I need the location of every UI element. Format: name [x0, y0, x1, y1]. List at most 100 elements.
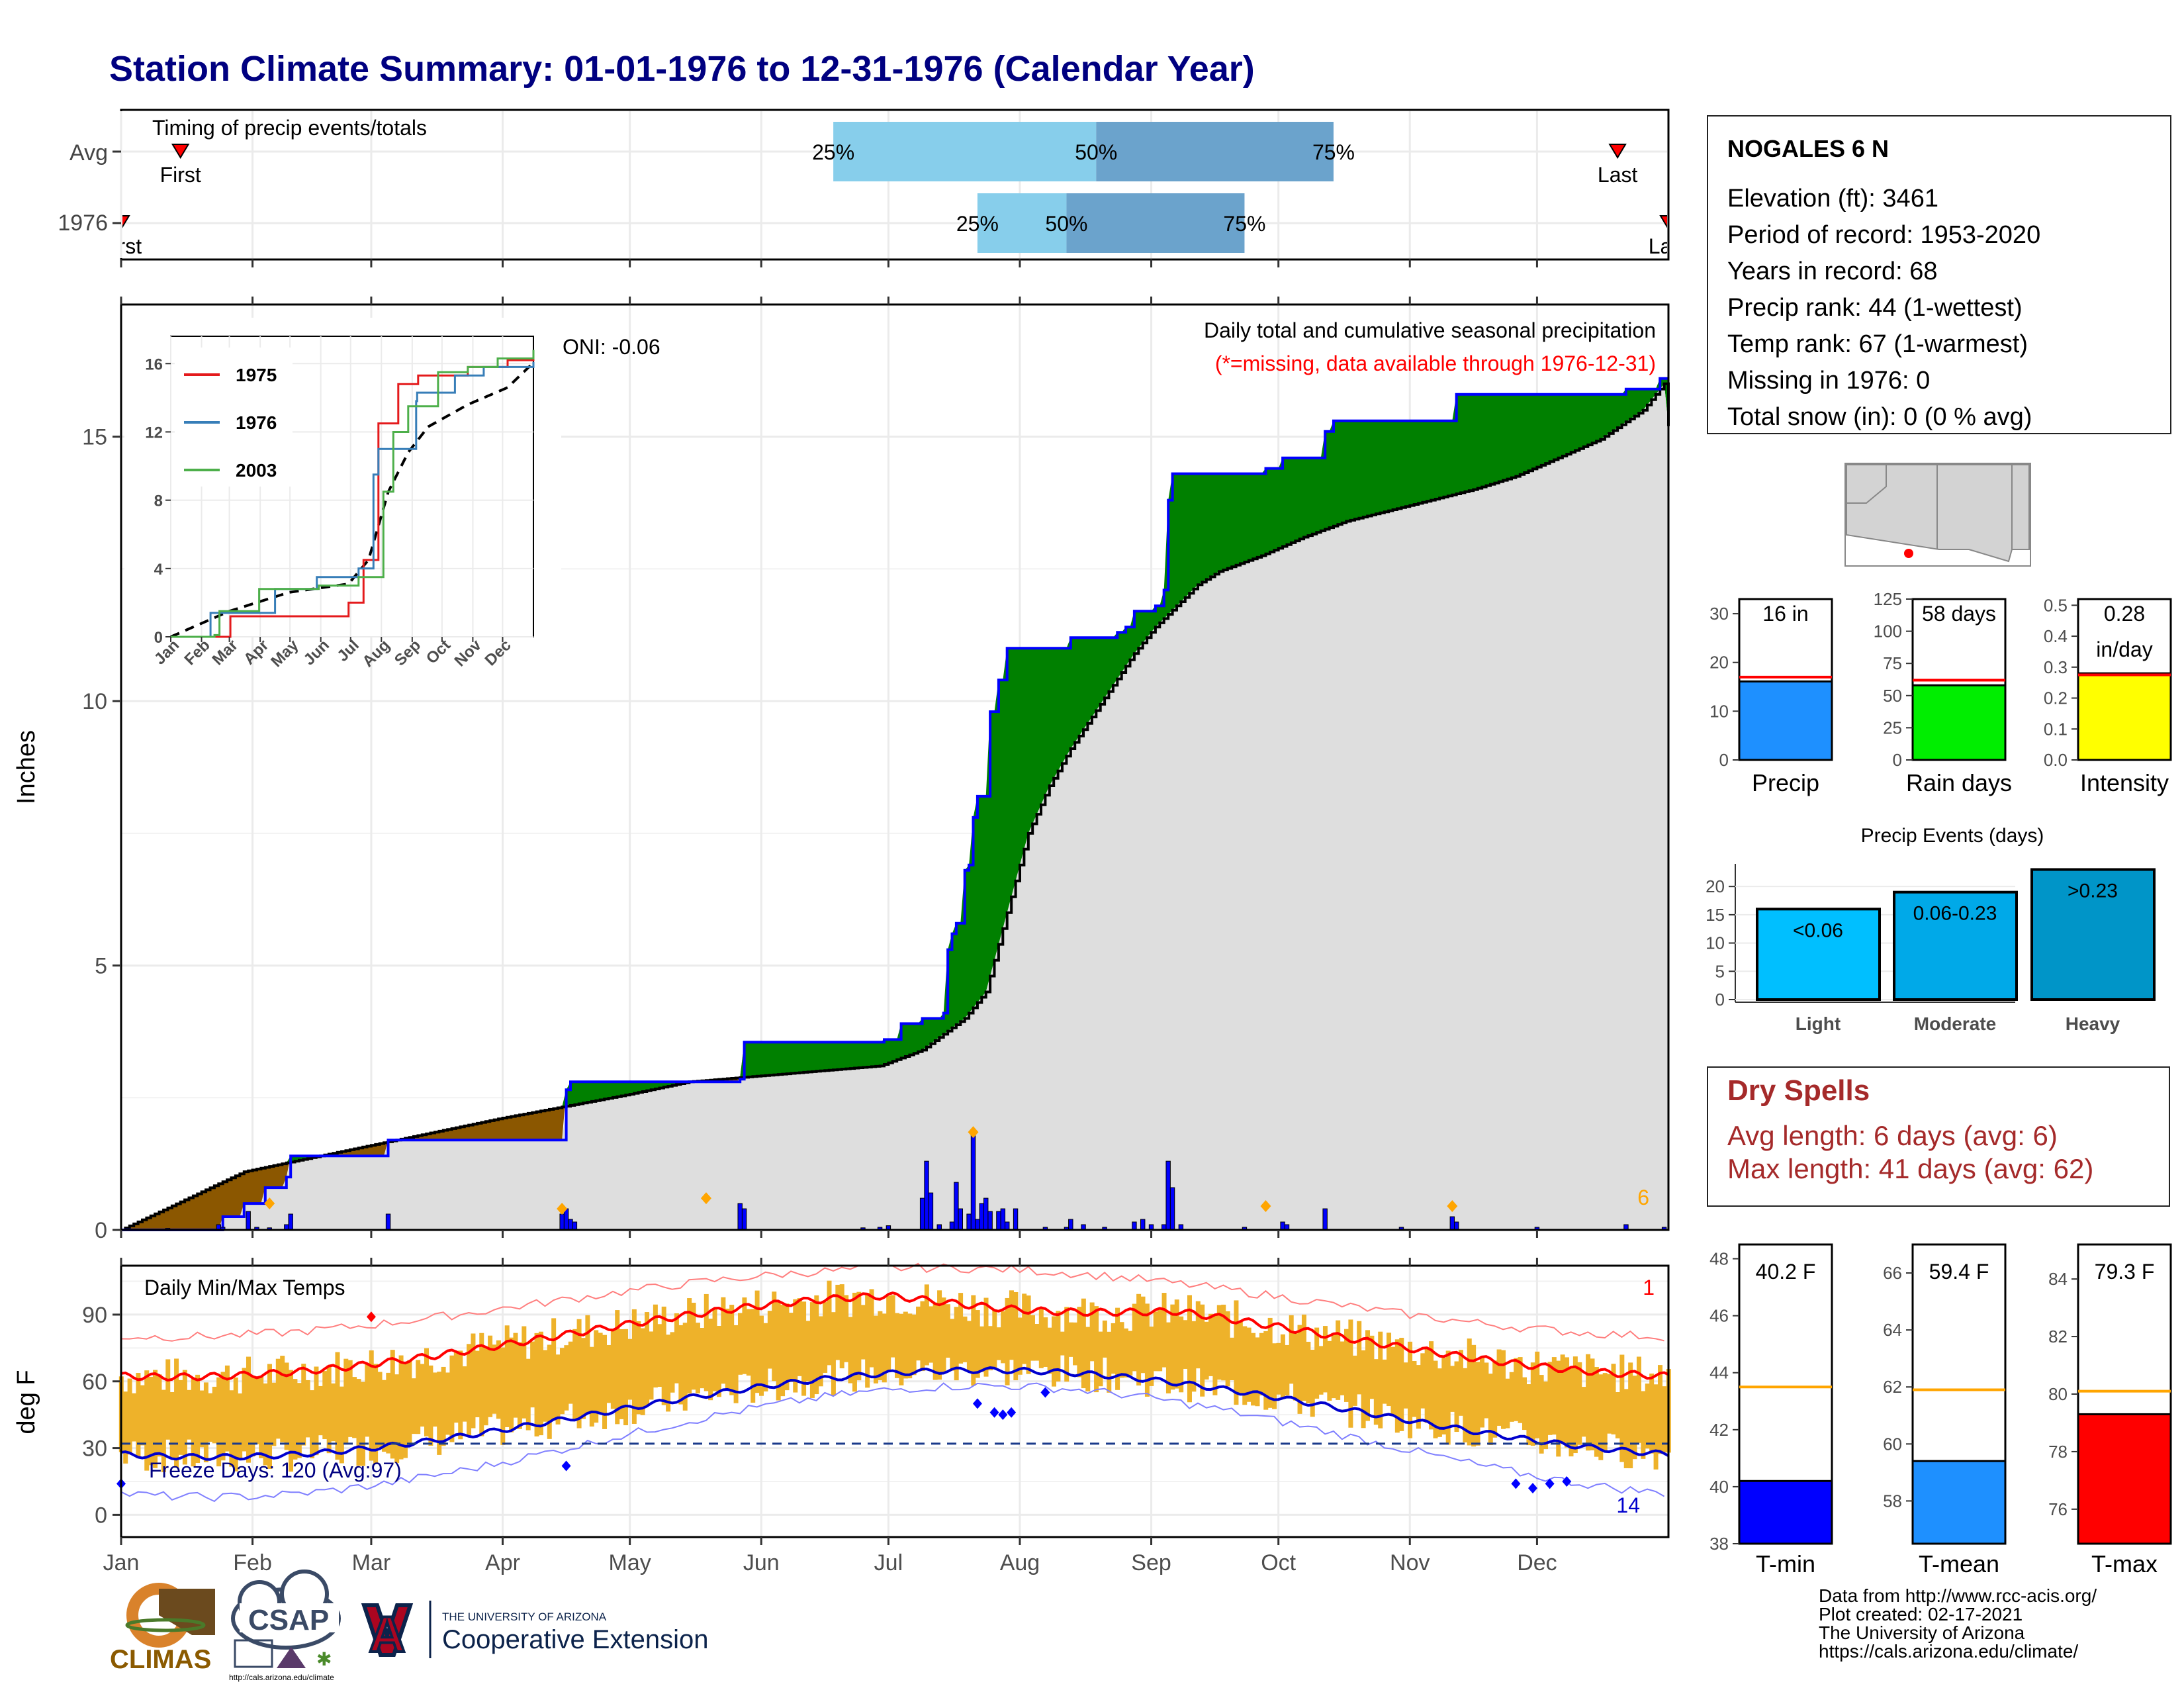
dry-spells-max: Max length: 41 days (avg: 62): [1727, 1153, 2093, 1184]
event-bar-label: <0.06: [1793, 919, 1843, 941]
daily-temp-bar: [576, 1319, 582, 1429]
ua-a-icon: [361, 1603, 414, 1657]
daily-temp-bar: [1437, 1368, 1442, 1437]
events-ytick-label: 0: [1715, 990, 1725, 1009]
daily-temp-bar: [1204, 1321, 1209, 1380]
daily-temp-bar: [326, 1365, 332, 1454]
daily-temp-bar: [331, 1383, 336, 1442]
timing-pct-75: 75%: [1312, 140, 1355, 164]
daily-precip-bar: [970, 1129, 976, 1231]
daily-temp-bar: [1009, 1290, 1014, 1360]
daily-temp-bar: [488, 1335, 493, 1417]
daily-temp-bar: [1471, 1344, 1477, 1447]
daily-temp-bar: [1522, 1377, 1527, 1430]
summary-box-ytick-label: 75: [1883, 653, 1902, 673]
map-border-ca: [1846, 465, 1887, 504]
daily-temp-bar: [140, 1385, 145, 1446]
daily-precip-bar: [975, 1219, 980, 1231]
daily-temp-bar: [301, 1364, 306, 1446]
daily-temp-bar: [318, 1385, 323, 1436]
daily-temp-bar: [1488, 1374, 1493, 1445]
daily-temp-bar: [818, 1316, 823, 1387]
daily-temp-bar: [203, 1382, 208, 1463]
daily-temp-bar: [941, 1297, 946, 1374]
daily-temp-bar: [886, 1295, 891, 1373]
daily-temp-bar: [1382, 1359, 1387, 1404]
daily-temp-bar: [1450, 1366, 1455, 1412]
daily-temp-bar: [496, 1340, 501, 1419]
temp-box-ytick-label: 38: [1709, 1534, 1729, 1554]
daily-temp-bar: [568, 1341, 573, 1404]
month-label: Sep: [1131, 1550, 1171, 1575]
extreme-precip-marker: [557, 1203, 568, 1215]
daily-temp-bar: [534, 1333, 539, 1436]
summary-box-value-label: 16 in: [1762, 602, 1808, 626]
daily-temp-bar: [365, 1363, 370, 1437]
credit-line: The University of Arizona: [1819, 1622, 2025, 1643]
average-min-line: [120, 1366, 1669, 1461]
precip-ytick-label: 5: [95, 954, 107, 979]
daily-precip-bar: [288, 1213, 293, 1231]
timing-row-1976-label: 1976: [58, 211, 108, 236]
daily-precip-bar: [568, 1219, 573, 1231]
daily-temp-bar: [390, 1350, 395, 1459]
daily-temp-bar: [615, 1310, 620, 1425]
daily-precip-bar: [246, 1211, 251, 1231]
station-info-line: Missing in 1976: 0: [1727, 367, 1930, 395]
daily-temp-bar: [479, 1333, 484, 1436]
daily-temp-bar: [823, 1302, 828, 1373]
daily-temp-bar: [1590, 1358, 1595, 1450]
summary-box-ytick-label: 100: [1874, 622, 1902, 641]
daily-temp-bar: [1322, 1326, 1328, 1393]
dry-spells-avg: Avg length: 6 days (avg: 6): [1727, 1120, 2058, 1151]
inset-legend-bg: [175, 348, 293, 487]
daily-temp-bar: [835, 1284, 841, 1360]
temp-box-label: T-mean: [1919, 1550, 1999, 1577]
temp-panel: 0 30 60 90 Jan Feb Mar Apr May Jun Jul Aug Sep Oct No…: [13, 1258, 1671, 1575]
daily-temp-bar: [1463, 1368, 1468, 1443]
daily-temp-bar: [839, 1284, 844, 1369]
daily-temp-bar: [1052, 1316, 1057, 1387]
daily-temp-bar: [280, 1356, 285, 1442]
extreme-precip-marker: [1260, 1200, 1271, 1213]
daily-temp-bar: [589, 1346, 594, 1427]
daily-temp-bar: [411, 1378, 416, 1434]
temp-box-label: T-max: [2091, 1550, 2158, 1577]
daily-temp-bar: [1276, 1342, 1281, 1395]
event-bar: [1893, 890, 2018, 1002]
events-title: Precip Events (days): [1861, 825, 2044, 847]
daily-temp-bar: [509, 1337, 514, 1432]
daily-temp-bar: [259, 1376, 264, 1458]
daily-temp-bar: [721, 1297, 726, 1384]
daily-temp-bar: [844, 1295, 849, 1362]
daily-temp-bar: [780, 1305, 786, 1397]
dry-spells-frame: [1707, 1066, 2170, 1207]
daily-temp-bar: [500, 1347, 506, 1445]
daily-temp-bar: [1475, 1362, 1480, 1446]
daily-temp-bar: [1263, 1331, 1269, 1410]
temp-ytick-label: 60: [82, 1370, 107, 1395]
daily-temp-bar: [1005, 1297, 1010, 1385]
daily-temp-bar: [1649, 1373, 1655, 1454]
temp-box-ytick-label: 60: [1883, 1434, 1902, 1454]
temp-box-ytick-label: 58: [1883, 1491, 1902, 1511]
daily-temp-bar: [983, 1297, 989, 1377]
daily-temp-bar: [1026, 1295, 1031, 1374]
summary-box-ytick-label: 50: [1883, 686, 1902, 706]
precip-missing-note: (*=missing, data available through 1976-…: [1215, 352, 1656, 375]
average-max-line: [120, 1291, 1669, 1382]
summary-boxes: 16 in 0 10 20 30 Precip 58 days 0 25 50 75 100 125 Ra…: [1709, 589, 2172, 796]
precip-events-chart: Precip Events (days) 0 5 10 15 20 <0.06 Light 0…: [1706, 825, 2156, 1034]
daily-temp-bar: [1623, 1389, 1629, 1468]
daily-temp-bar: [1285, 1344, 1290, 1396]
daily-temp-bar: [216, 1377, 222, 1467]
daily-temp-bar: [517, 1342, 522, 1429]
summary-box-ytick-label: 0: [1893, 750, 1902, 770]
timing-bar-q25-q50: [977, 193, 1067, 253]
temp-box-ytick-label: 46: [1709, 1306, 1729, 1326]
daily-temp-bar: [606, 1344, 612, 1403]
daily-temp-bar: [704, 1293, 709, 1391]
daily-temp-bar: [1535, 1351, 1540, 1438]
summary-box-ytick-label: 0.5: [2044, 595, 2068, 615]
daily-temp-bar: [148, 1376, 154, 1466]
